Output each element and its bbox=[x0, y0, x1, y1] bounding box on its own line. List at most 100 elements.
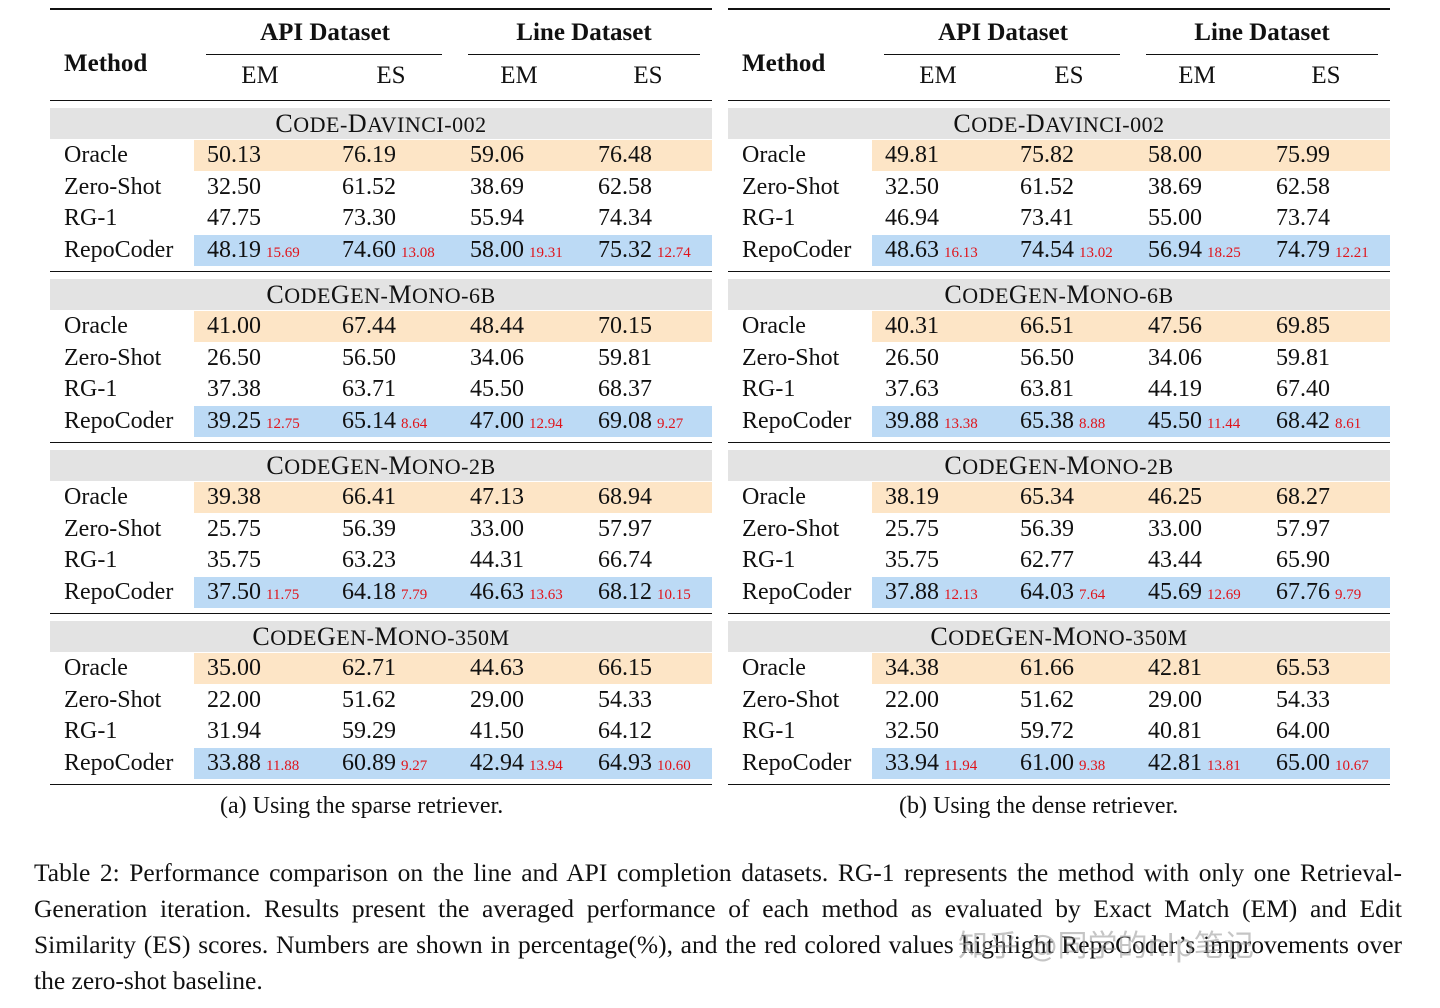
score-cell: 54.33 bbox=[1276, 685, 1330, 716]
score-value: 64.93 bbox=[598, 749, 652, 776]
method-cell: RepoCoder bbox=[742, 749, 852, 776]
score-value: 66.15 bbox=[598, 655, 652, 681]
improvement-delta: 11.75 bbox=[266, 586, 300, 603]
method-cell: Oracle bbox=[64, 313, 128, 339]
model-name-capital: G bbox=[330, 451, 351, 480]
score-cell: 29.00 bbox=[1148, 685, 1202, 716]
line-header-rule bbox=[468, 54, 700, 55]
score-cell: 46.63 13.63 bbox=[470, 577, 563, 611]
score-value: 64.12 bbox=[598, 718, 652, 744]
score-cell: 59.29 bbox=[342, 716, 396, 747]
score-cell: 48.44 bbox=[470, 311, 524, 342]
method-cell: Zero-Shot bbox=[64, 515, 162, 542]
model-group: CODE-DAVINCI-002 Oracle 49.81 75.82 58.00 75.… bbox=[728, 101, 1390, 272]
model-group: CODEGEN-MONO-350M Oracle 34.38 61.66 42.81 65… bbox=[728, 614, 1390, 785]
repocoder-highlight bbox=[194, 405, 712, 437]
score-value: 75.99 bbox=[1276, 142, 1330, 168]
method-cell: RepoCoder bbox=[64, 407, 174, 434]
api-dataset-header: API Dataset bbox=[260, 19, 390, 46]
model-name-band: CODEGEN-MONO-350M bbox=[728, 621, 1390, 652]
score-value: 59.81 bbox=[598, 344, 652, 371]
improvement-delta: 9.79 bbox=[1335, 586, 1362, 603]
improvement-delta: 13.81 bbox=[1207, 757, 1241, 774]
method-cell: Oracle bbox=[64, 655, 128, 681]
table-row: RepoCoder 48.19 15.69 74.60 13.08 58.00 19.31 7… bbox=[50, 234, 712, 266]
improvement-delta: 11.88 bbox=[266, 757, 300, 774]
score-cell: 61.52 bbox=[1020, 172, 1074, 203]
subcaption-sparse: (a) Using the sparse retriever. bbox=[220, 793, 504, 819]
table-row: Zero-Shot 32.50 61.52 38.69 62.58 bbox=[50, 172, 712, 203]
model-group: CODE-DAVINCI-002 Oracle 50.13 76.19 59.06 76.… bbox=[50, 101, 712, 272]
score-value: 45.50 bbox=[470, 376, 524, 402]
score-cell: 62.58 bbox=[1276, 172, 1330, 203]
score-cell: 56.50 bbox=[342, 343, 396, 374]
improvement-delta: 11.94 bbox=[944, 757, 978, 774]
score-value: 39.38 bbox=[207, 484, 261, 510]
improvement-delta: 12.13 bbox=[944, 586, 978, 603]
table-row: RepoCoder 48.63 16.13 74.54 13.02 56.94 18.25 7… bbox=[728, 234, 1390, 269]
improvement-delta: 9.27 bbox=[657, 415, 684, 432]
table-row: RepoCoder 37.50 11.75 64.18 7.79 46.63 13.63 68… bbox=[50, 576, 712, 611]
table-row: Zero-Shot 32.50 61.52 38.69 62.58 bbox=[728, 172, 1390, 203]
method-cell: RepoCoder bbox=[742, 236, 852, 263]
score-value: 25.75 bbox=[885, 515, 939, 542]
score-cell: 42.81 bbox=[1148, 653, 1202, 684]
score-cell: 75.82 bbox=[1020, 140, 1074, 171]
line-em-header: EM bbox=[1178, 62, 1216, 89]
score-value: 51.62 bbox=[1020, 686, 1074, 713]
score-cell: 34.06 bbox=[1148, 343, 1202, 374]
score-cell: 32.50 bbox=[885, 716, 939, 747]
score-value: 61.52 bbox=[342, 173, 396, 200]
repocoder-highlight bbox=[872, 747, 1390, 779]
improvement-delta: 19.31 bbox=[529, 244, 563, 261]
score-cell: 51.62 bbox=[1020, 685, 1074, 716]
table-row: RG-1 35.75 62.77 43.44 65.90 bbox=[728, 545, 1390, 576]
score-value: 76.48 bbox=[598, 142, 652, 168]
method-cell: Zero-Shot bbox=[742, 515, 840, 542]
model-name-rest: EN- bbox=[1028, 454, 1067, 479]
method-cell: RG-1 bbox=[742, 718, 796, 744]
improvement-delta: 13.08 bbox=[401, 244, 435, 261]
model-name-capital: D bbox=[1025, 109, 1046, 138]
model-group: CODEGEN-MONO-6B Oracle 40.31 66.51 47.56 69.8… bbox=[728, 272, 1390, 443]
table-header: Method API Dataset Line Dataset EM ES EM… bbox=[50, 8, 712, 101]
model-name-capital: M bbox=[388, 451, 412, 480]
score-value: 69.08 bbox=[598, 407, 652, 434]
table-row: RepoCoder 39.25 12.75 65.14 8.64 47.00 12.94 69… bbox=[50, 405, 712, 437]
score-cell: 59.72 bbox=[1020, 716, 1074, 747]
score-cell: 38.69 bbox=[1148, 172, 1202, 203]
line-es-header: ES bbox=[1311, 62, 1341, 89]
model-name-rest: ODE- bbox=[293, 112, 348, 137]
score-cell: 40.81 bbox=[1148, 716, 1202, 747]
score-value: 45.50 bbox=[1148, 407, 1202, 434]
score-cell: 73.30 bbox=[342, 203, 396, 234]
repocoder-highlight bbox=[194, 747, 712, 779]
score-cell: 66.15 bbox=[598, 653, 652, 684]
table-row: Oracle 50.13 76.19 59.06 76.48 bbox=[50, 140, 712, 171]
score-cell: 74.79 12.21 bbox=[1276, 235, 1369, 269]
score-cell: 64.18 7.79 bbox=[342, 577, 427, 611]
table-row: Oracle 35.00 62.71 44.63 66.15 bbox=[50, 653, 712, 684]
score-cell: 61.66 bbox=[1020, 653, 1074, 684]
score-value: 73.74 bbox=[1276, 205, 1330, 231]
score-cell: 65.38 8.88 bbox=[1020, 406, 1105, 440]
score-value: 43.44 bbox=[1148, 547, 1202, 573]
score-cell: 45.50 bbox=[470, 374, 524, 405]
model-name-band: CODE-DAVINCI-002 bbox=[50, 108, 712, 139]
method-cell: RG-1 bbox=[64, 718, 118, 744]
score-value: 40.31 bbox=[885, 313, 939, 339]
model-name-rest: ODE bbox=[284, 283, 331, 308]
score-cell: 68.37 bbox=[598, 374, 652, 405]
line-es-header: ES bbox=[633, 62, 663, 89]
model-name-capital: D bbox=[347, 109, 368, 138]
score-value: 64.03 bbox=[1020, 578, 1074, 605]
score-value: 42.81 bbox=[1148, 655, 1202, 681]
model-name-rest: EN- bbox=[1028, 283, 1067, 308]
improvement-delta: 13.02 bbox=[1079, 244, 1113, 261]
line-em-header: EM bbox=[500, 62, 538, 89]
model-name-rest: ONO-2B bbox=[411, 454, 496, 479]
method-header: Method bbox=[64, 50, 148, 77]
table-body: CODE-DAVINCI-002 Oracle 49.81 75.82 58.00 75.… bbox=[728, 101, 1390, 785]
table-row: Zero-Shot 25.75 56.39 33.00 57.97 bbox=[728, 514, 1390, 545]
score-value: 70.15 bbox=[598, 313, 652, 339]
